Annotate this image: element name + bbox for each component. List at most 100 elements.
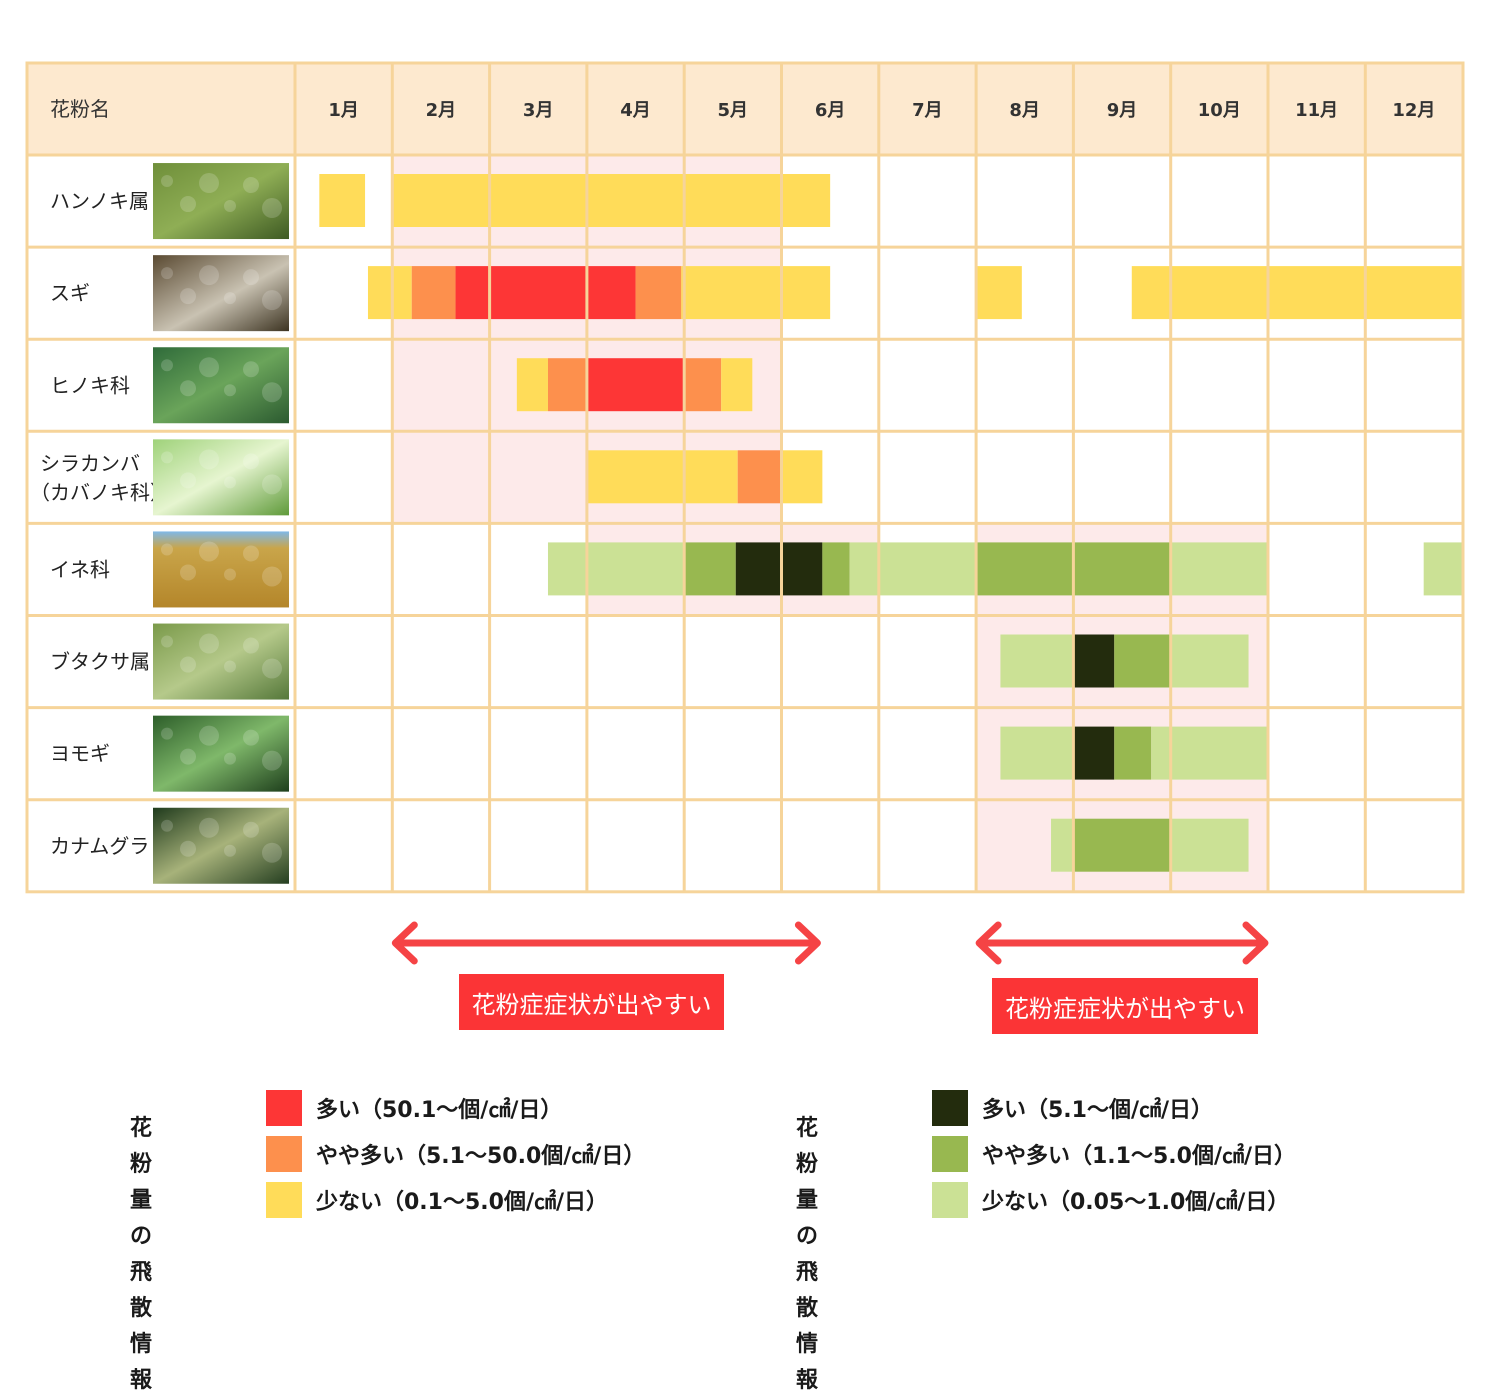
arrow-head-right — [1242, 921, 1269, 965]
header-pollen-name: 花粉名 — [50, 97, 110, 121]
pollen-bar-grass-low — [547, 542, 685, 596]
photo-texture — [180, 840, 196, 857]
arrow-head-left — [975, 921, 1002, 965]
photo-texture — [243, 177, 259, 194]
pollen-bar-grass-mid — [684, 542, 736, 596]
photo-texture — [199, 725, 219, 746]
pollen-calendar-chart: 花粉名 1月 2月 3月 4月 5月 6月 7月 8月 9月 10月 11月 12月ハンノキ属スギヒノキ… — [25, 61, 1465, 965]
pollen-bar-grass-low — [849, 542, 977, 596]
pollen-name-label: スギ — [50, 281, 90, 305]
legend-grass-title-line2: 飛散情報 — [796, 1260, 819, 1393]
photo-texture — [199, 633, 219, 654]
legend-swatch-grass-mid — [932, 1136, 968, 1172]
photo-texture — [224, 292, 236, 305]
pollen-bar-tree-low — [319, 174, 366, 227]
pollen-name-label: ヒノキ科 — [50, 373, 130, 397]
photo-texture — [224, 476, 236, 489]
arrow-head-right — [794, 921, 821, 965]
legend-label-tree-high: 多い（50.1〜個/㎠/日） — [316, 1098, 563, 1123]
pollen-bar-grass-high — [735, 542, 823, 596]
legend-item-tree-high: 多い（50.1〜個/㎠/日） — [266, 1090, 562, 1126]
pollen-bar-grass-low — [1423, 542, 1462, 596]
legend-label-tree-low: 少ない（0.1〜5.0個/㎠/日） — [316, 1190, 609, 1215]
photo-texture — [199, 449, 219, 470]
pollen-bar-tree-low — [367, 266, 412, 320]
pollen-bar-tree-mid — [547, 358, 587, 412]
legend-item-tree-mid: やや多い（5.1〜50.0個/㎠/日） — [266, 1136, 645, 1172]
header-row — [27, 63, 1463, 155]
pollen-bar-grass-high — [1073, 634, 1115, 688]
legend-label-tree-mid: やや多い（5.1〜50.0個/㎠/日） — [316, 1144, 646, 1169]
photo-texture — [180, 288, 196, 305]
pollen-name-label: （カバノキ科） — [30, 480, 170, 504]
symptom-period-arrow — [391, 921, 821, 965]
legend-item-grass-low: 少ない（0.05〜1.0個/㎠/日） — [932, 1182, 1289, 1218]
photo-texture — [224, 568, 236, 581]
cedar-photo — [153, 255, 289, 332]
symptom-period-label-spring: 花粉症症状が出やすい — [459, 974, 724, 1030]
grid-frame — [25, 61, 1465, 894]
photo-texture — [262, 566, 282, 587]
legend-grass-title: 花粉量の 飛散情報 — [796, 1111, 818, 1399]
month-label: 5月 — [718, 100, 749, 121]
legend-label-grass-high: 多い（5.1〜個/㎠/日） — [982, 1098, 1214, 1123]
photo-texture — [199, 357, 219, 378]
pollen-bar-grass-low — [1000, 634, 1074, 688]
pollen-bar-grass-low — [1170, 818, 1249, 872]
legend-item-grass-mid: やや多い（1.1〜5.0個/㎠/日） — [932, 1136, 1296, 1172]
pollen-bar-grass-low — [1151, 726, 1268, 780]
pollen-name-label: ブタクサ属 — [50, 650, 150, 674]
pollen-bar-grass-low — [1000, 726, 1074, 780]
photo-texture — [199, 817, 219, 838]
photo-texture — [262, 290, 282, 311]
pollen-bar-grass-mid — [822, 542, 850, 596]
alder-photo — [153, 163, 289, 240]
pollen-bar-grass-high — [1073, 726, 1115, 780]
photo-texture — [180, 656, 196, 673]
grass-photo — [153, 531, 289, 608]
photo-texture — [243, 453, 259, 470]
photo-texture — [224, 752, 236, 765]
legend-tree-title: 花粉量の 飛散情報 — [130, 1111, 152, 1399]
photo-texture — [161, 451, 173, 464]
month-label: 9月 — [1107, 100, 1138, 121]
photo-texture — [180, 472, 196, 489]
legend-swatch-tree-mid — [266, 1136, 302, 1172]
photo-texture — [243, 545, 259, 562]
photo-texture — [161, 175, 173, 188]
pollen-bar-tree-mid — [411, 266, 456, 320]
photo-texture — [224, 384, 236, 397]
photo-texture — [224, 660, 236, 673]
pollen-bar-tree-mid — [635, 266, 682, 320]
pollen-bar-tree-mid — [737, 450, 782, 504]
photo-texture — [199, 265, 219, 286]
photo-texture — [199, 173, 219, 194]
photo-texture — [243, 269, 259, 286]
photo-texture — [243, 821, 259, 838]
hop-photo — [153, 807, 289, 884]
photo-texture — [243, 637, 259, 654]
pollen-bar-tree-low — [586, 450, 738, 504]
symptom-period-arrow — [975, 921, 1269, 965]
photo-texture — [262, 658, 282, 679]
photo-texture — [180, 748, 196, 765]
photo-texture — [180, 196, 196, 213]
photo-texture — [180, 564, 196, 581]
legend-swatch-tree-low — [266, 1182, 302, 1218]
cypress-photo — [153, 347, 289, 424]
photo-texture — [161, 543, 173, 556]
photo-texture — [180, 380, 196, 397]
photo-texture — [161, 267, 173, 280]
legend-tree-title-line1: 花粉量の — [130, 1116, 153, 1249]
pollen-bar-tree-low — [976, 266, 1022, 320]
pollen-bar-tree-low — [516, 358, 548, 412]
month-label: 8月 — [1009, 100, 1040, 121]
legend-swatch-tree-high — [266, 1090, 302, 1126]
pollen-bar-tree-high — [455, 266, 636, 320]
legend-item-grass-high: 多い（5.1〜個/㎠/日） — [932, 1090, 1213, 1126]
pollen-bar-tree-mid — [684, 358, 722, 412]
pollen-name-label: イネ科 — [50, 557, 110, 581]
pollen-bar-tree-low — [681, 266, 831, 320]
month-label: 4月 — [620, 100, 651, 121]
symptom-period-label-autumn: 花粉症症状が出やすい — [992, 978, 1258, 1034]
